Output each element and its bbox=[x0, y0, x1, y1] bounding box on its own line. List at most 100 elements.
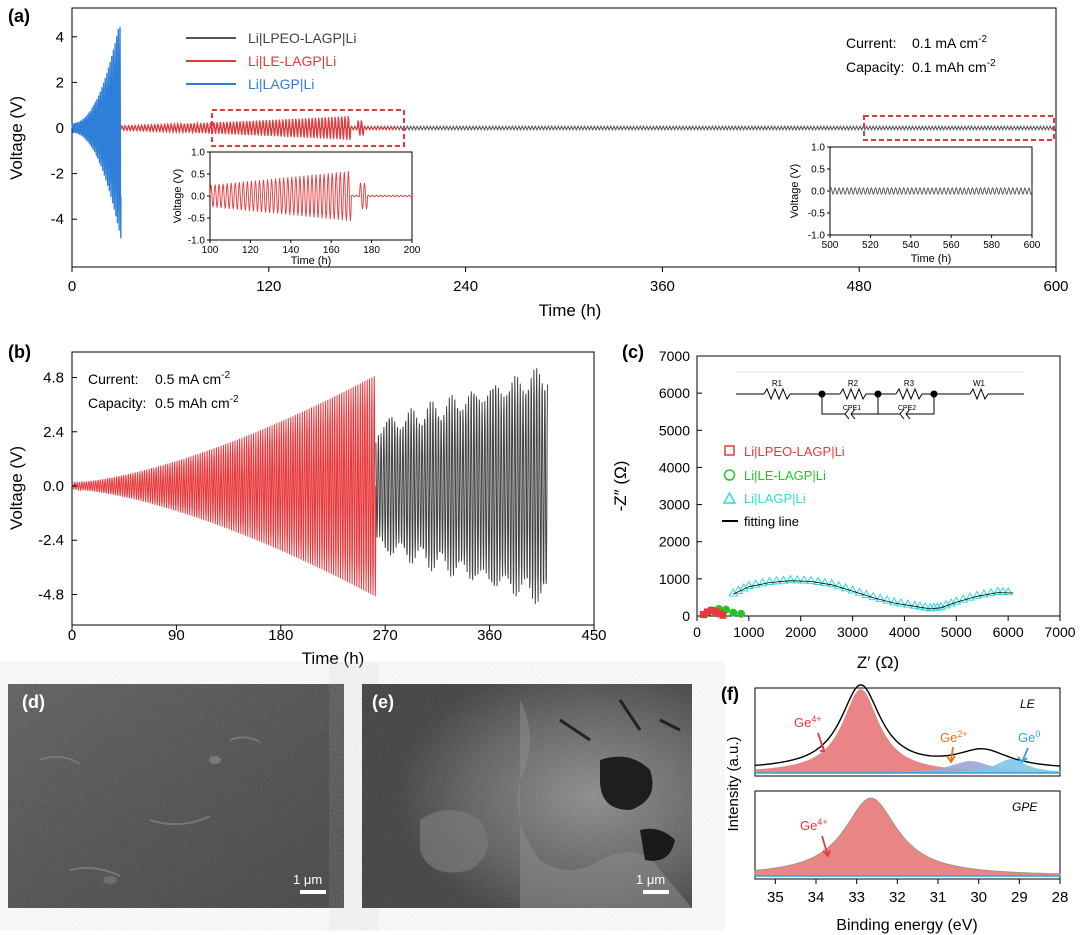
circuit-r3: R3 bbox=[904, 379, 915, 388]
panel-a-y-label: Voltage (V) bbox=[7, 96, 26, 180]
panel-f: (f) 35 34 33 32 31 30 29 28 Binding energy (eV)… bbox=[721, 684, 1068, 934]
series-lagp-line bbox=[71, 27, 122, 239]
panel-b-y-tick-label: 0.0 bbox=[43, 478, 64, 495]
panel-a-y-tick-label: 0 bbox=[56, 120, 64, 137]
panel-c-y-tick-label: 7000 bbox=[659, 348, 690, 364]
sem-noise-d bbox=[8, 684, 344, 908]
le-marker bbox=[729, 608, 738, 617]
inset-2-ticks: 500 520 540 560 580 600 1.0 0.5 0.0 -0.5 -1.0 bbox=[808, 143, 1041, 252]
panel-c-y-ticks: 7000 6000 5000 4000 3000 2000 1000 0 bbox=[659, 348, 702, 624]
panel-f-y-label: Intensity (a.u.) bbox=[725, 736, 742, 831]
series-le-line bbox=[71, 116, 397, 140]
top-ge0-peak bbox=[755, 759, 1060, 773]
panel-e-scale-bar bbox=[643, 890, 669, 894]
panel-d: (d) 1 μm bbox=[8, 684, 344, 908]
panel-c-y-tick-label: 5000 bbox=[659, 422, 690, 438]
panel-a-x-tick-label: 480 bbox=[847, 278, 872, 295]
panel-a-x-label: Time (h) bbox=[539, 301, 602, 320]
inset-2-x-tick-label: 560 bbox=[943, 240, 960, 251]
panel-c-x-ticks: 0 1000 2000 3000 4000 5000 6000 7000 bbox=[693, 616, 1076, 640]
lagp-marker bbox=[896, 597, 906, 607]
inset-1-y-tick-label: 0.0 bbox=[191, 192, 205, 203]
panel-c-series bbox=[699, 574, 1014, 619]
lagp-fit-line bbox=[733, 580, 1014, 610]
lagp-marker bbox=[875, 593, 886, 602]
panel-f-x-tick-label: 29 bbox=[1011, 889, 1028, 906]
equivalent-circuit bbox=[736, 371, 1024, 420]
panel-c-y-tick-label: 1000 bbox=[659, 571, 690, 587]
lagp-marker bbox=[764, 576, 775, 585]
legend-label-lpeo: Li|LPEO-LAGP|Li bbox=[248, 30, 356, 46]
panel-b-y-tick-label: -2.4 bbox=[38, 532, 64, 549]
panel-f-x-tick-label: 31 bbox=[930, 889, 947, 906]
inset-1-x-tick-label: 160 bbox=[323, 245, 340, 256]
circuit-r1: R1 bbox=[772, 379, 783, 388]
zoom-box-1 bbox=[211, 109, 405, 147]
panel-e: (e) 1 μm bbox=[362, 684, 692, 908]
inset-1-x-label: Time (h) bbox=[291, 255, 332, 267]
legend-label-lagp-c: Li|LAGP|Li bbox=[744, 491, 806, 506]
panel-b-x-ticks: 0 90 180 270 360 450 bbox=[68, 625, 607, 644]
inset-1-y-tick-label: 0.5 bbox=[191, 170, 205, 181]
panel-f-label: (f) bbox=[721, 684, 739, 704]
panel-b-x-tick-label: 0 bbox=[68, 627, 76, 644]
panel-c-x-tick-label: 6000 bbox=[993, 624, 1024, 640]
panel-e-label: (e) bbox=[372, 692, 394, 712]
panel-a-y-tick-label: -4 bbox=[51, 211, 64, 228]
lagp-marker bbox=[979, 588, 989, 598]
sem-texture-e bbox=[420, 810, 488, 873]
panel-c-y-tick-label: 6000 bbox=[659, 385, 690, 401]
sem-pore-e bbox=[600, 756, 653, 810]
bottom-ge4-peak bbox=[754, 797, 1061, 877]
panel-a-capacity: Capacity: 0.1 mAh cm-2 bbox=[846, 58, 996, 75]
panel-a-x-tick-label: 600 bbox=[1043, 278, 1068, 295]
panel-c-y-tick-label: 0 bbox=[682, 608, 690, 624]
legend-marker-lagp bbox=[722, 491, 737, 504]
panel-b-x-label: Time (h) bbox=[302, 649, 365, 668]
inset-2-x-tick-label: 580 bbox=[983, 240, 1000, 251]
lagp-marker bbox=[833, 580, 844, 590]
panel-c-legend: Li|LPEO-LAGP|Li Li|LE-LAGP|Li Li|LAGP|Li… bbox=[722, 444, 845, 529]
panel-d-scale-bar bbox=[300, 890, 326, 894]
lagp-marker bbox=[847, 584, 858, 594]
legend-label-le-c: Li|LE-LAGP|Li bbox=[744, 468, 826, 483]
sem-speck-d bbox=[209, 756, 221, 764]
panel-b-x-tick-label: 360 bbox=[477, 627, 502, 644]
inset-1-x-tick-label: 200 bbox=[404, 245, 421, 256]
legend-label-fit: fitting line bbox=[744, 514, 799, 529]
panel-c-x-tick-label: 4000 bbox=[889, 624, 920, 640]
panel-c-y-tick-label: 3000 bbox=[659, 497, 690, 513]
panel-b-y-tick-label: -4.8 bbox=[38, 586, 64, 603]
panel-b-series bbox=[71, 368, 548, 605]
panel-a-y-tick-label: 2 bbox=[56, 74, 64, 91]
panel-c-x-label: Z′ (Ω) bbox=[857, 653, 899, 672]
lagp-marker bbox=[889, 596, 899, 606]
legend-label-lpeo-c: Li|LPEO-LAGP|Li bbox=[744, 444, 845, 459]
panel-b-y-ticks: 4.8 2.4 0.0 -2.4 -4.8 bbox=[38, 370, 77, 603]
label-ge0: Ge0 bbox=[1018, 729, 1040, 745]
inset-1-ticks: 100 120 140 160 180 200 1.0 0.5 0.0 -0.5 -1.0 bbox=[188, 148, 421, 257]
panel-a: (a) 4 2 0 -2 -4 0 120 240 360 480 600 Time (h) Vo… bbox=[7, 6, 1069, 320]
circuit-cpe2: CPE2 bbox=[898, 405, 916, 412]
panel-c-x-tick-label: 0 bbox=[693, 624, 701, 640]
panel-a-x-tick-label: 240 bbox=[453, 278, 478, 295]
panel-b-label: (b) bbox=[8, 342, 31, 362]
panel-f-x-tick-label: 34 bbox=[808, 889, 825, 906]
lagp-marker bbox=[757, 577, 768, 587]
panel-f-bottom-tag: GPE bbox=[1012, 800, 1038, 814]
sem-pore-e bbox=[640, 828, 675, 861]
sem-texture-d bbox=[39, 736, 261, 877]
inset-2-y-tick-label: -0.5 bbox=[808, 209, 826, 220]
inset-2-x-tick-label: 500 bbox=[822, 240, 839, 251]
panel-b: (b) 4.8 2.4 0.0 -2.4 -4.8 0 90 180 270 360 450 Ti… bbox=[7, 342, 607, 668]
inset-2-series bbox=[829, 186, 1033, 196]
lagp-marker bbox=[958, 594, 969, 603]
circuit-r2: R2 bbox=[848, 379, 859, 388]
panel-a-x-tick-label: 360 bbox=[650, 278, 675, 295]
lagp-marker bbox=[951, 596, 962, 605]
lagp-marker bbox=[854, 587, 865, 596]
lpeo-marker bbox=[719, 611, 727, 619]
inset-1: 100 120 140 160 180 200 1.0 0.5 0.0 -0.5 -1.0 Time… bbox=[172, 148, 421, 268]
inset-2-x-tick-label: 520 bbox=[862, 240, 879, 251]
inset-2-x-tick-label: 540 bbox=[902, 240, 919, 251]
